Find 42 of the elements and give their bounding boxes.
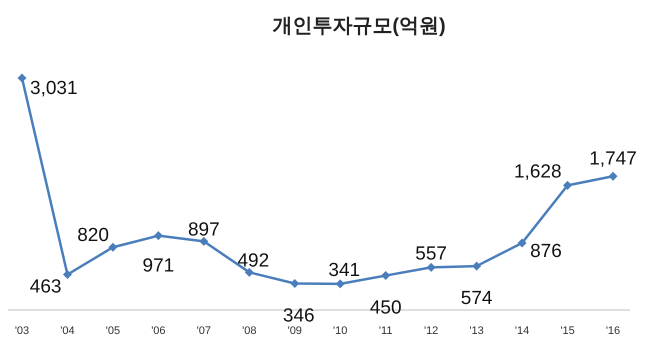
point — [154, 231, 163, 240]
data-label: 346 — [282, 306, 315, 327]
data-label: 897 — [188, 219, 220, 240]
x-tick-label: '14 — [514, 325, 530, 337]
data-label: 450 — [370, 298, 402, 319]
x-tick-label: '03 — [14, 325, 30, 337]
x-tick-label: '13 — [469, 325, 484, 337]
x-tick-label: '06 — [151, 325, 166, 337]
point — [199, 236, 208, 246]
data-label: 492 — [237, 250, 270, 272]
point — [563, 180, 572, 190]
x-tick-label: '12 — [424, 325, 438, 337]
data-label: 820 — [77, 225, 109, 246]
data-label: 971 — [142, 256, 174, 277]
data-label: 341 — [328, 260, 360, 281]
point — [18, 74, 26, 82]
point — [244, 268, 254, 277]
point — [290, 279, 300, 288]
x-tick-label: '15 — [560, 325, 575, 337]
point — [472, 262, 482, 271]
x-tick-label: '16 — [606, 325, 620, 337]
point — [108, 242, 118, 252]
point — [336, 279, 345, 288]
data-label: 574 — [460, 288, 493, 310]
x-tick-label: '07 — [196, 325, 212, 337]
point — [518, 238, 527, 248]
data-label: 1,628 — [514, 161, 562, 182]
point — [608, 172, 618, 181]
data-label: 876 — [530, 240, 562, 262]
data-label: 1,747 — [589, 148, 637, 170]
point — [62, 270, 72, 280]
x-tick-label: '05 — [106, 325, 120, 337]
chart-title: 개인투자규모(억원) — [272, 15, 446, 37]
x-tick-label: '10 — [333, 325, 348, 337]
data-label: 557 — [415, 243, 448, 264]
data-label: 3,031 — [30, 78, 78, 99]
point — [381, 271, 390, 280]
x-tick-label: '09 — [288, 325, 302, 337]
x-tick-label: '08 — [242, 325, 256, 337]
x-tick-label: '11 — [378, 325, 392, 337]
x-tick-label: '04 — [60, 325, 75, 337]
data-label: 463 — [30, 276, 62, 298]
